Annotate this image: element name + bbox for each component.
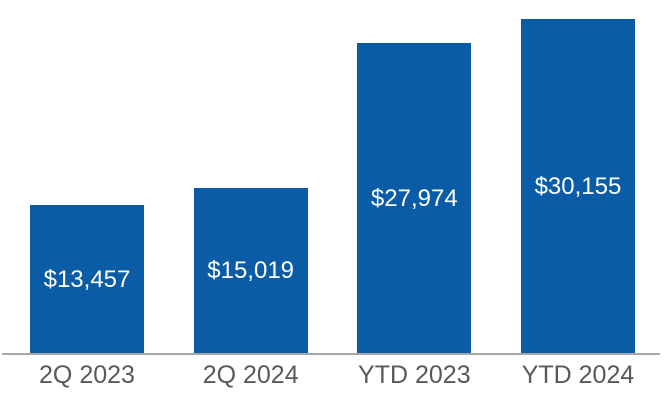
data-label-ytd-2024: $30,155: [534, 172, 622, 200]
category-label-ytd-2024: YTD 2024: [521, 361, 635, 389]
x-axis-line: [2, 353, 660, 355]
bar-ytd-2024: $30,155: [520, 19, 635, 355]
data-label-ytd-2023: $27,974: [370, 184, 458, 212]
category-label-2q-2024: 2Q 2024: [202, 361, 299, 389]
data-label-2q-2023: $13,457: [43, 265, 131, 293]
data-label-2q-2024: $15,019: [207, 257, 295, 285]
category-axis-labels: 2Q 2023 2Q 2024 YTD 2023 YTD 2024: [0, 360, 666, 390]
plot-area: $13,457 $15,019 $27,974 $30,155: [30, 19, 635, 355]
bar-ytd-2023: $27,974: [357, 43, 472, 355]
category-label-2q-2023: 2Q 2023: [39, 361, 135, 389]
bar-2q-2024: $15,019: [193, 188, 308, 355]
bar-2q-2023: $13,457: [30, 205, 144, 355]
category-label-ytd-2023: YTD 2023: [358, 361, 471, 389]
